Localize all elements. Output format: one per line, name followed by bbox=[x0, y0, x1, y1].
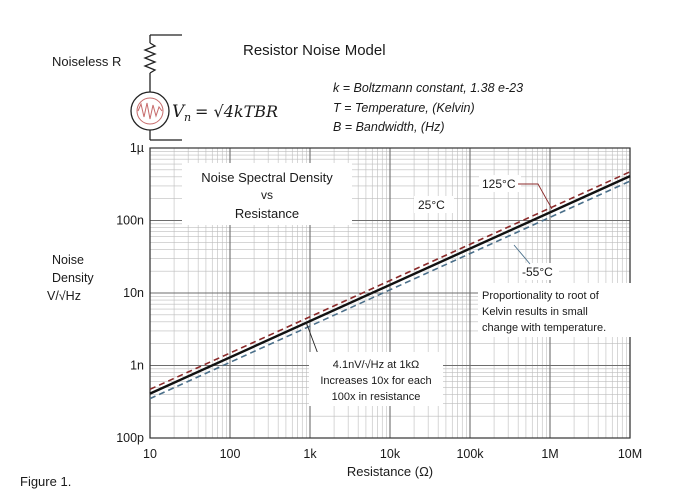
leader-1k bbox=[306, 322, 318, 354]
x-tick-label: 100k bbox=[456, 447, 484, 461]
y-axis-label-line-2: Density bbox=[52, 271, 94, 285]
equation-subscript: n bbox=[184, 111, 191, 124]
resistor-label: Noiseless R bbox=[52, 54, 121, 69]
proportionality-line-2: Kelvin results in small bbox=[482, 306, 588, 318]
x-tick-label: 1k bbox=[303, 447, 317, 461]
callout-1k-line-2: Increases 10x for each bbox=[320, 375, 431, 387]
x-tick-label: 10k bbox=[380, 447, 401, 461]
y-tick-label: 1n bbox=[130, 359, 144, 373]
x-tick-label: 10 bbox=[143, 447, 157, 461]
x-tick-label: 10M bbox=[618, 447, 642, 461]
noise-source-icon bbox=[131, 92, 169, 130]
x-tick-label: 100 bbox=[220, 447, 241, 461]
definition-b: B = Bandwidth, (Hz) bbox=[333, 120, 445, 134]
x-tick-labels: 10 100 1k 10k 100k 1M 10M bbox=[143, 447, 642, 461]
y-axis-label-line-3: V/√Hz bbox=[47, 289, 81, 303]
noise-density-chart: 10 100 1k 10k 100k 1M 10M 100p 1n 10n 100n 1µ Nois… bbox=[47, 141, 642, 479]
chart-title-line-2: vs bbox=[261, 188, 273, 202]
leader-125c bbox=[518, 184, 552, 209]
callout-1k-line-3: 100x in resistance bbox=[332, 391, 421, 403]
x-tick-label: 1M bbox=[541, 447, 558, 461]
proportionality-line-3: change with temperature. bbox=[482, 322, 606, 334]
callout-1k-line-1: 4.1nV/√Hz at 1kΩ bbox=[333, 359, 419, 371]
series-label-25c: 25°C bbox=[418, 198, 445, 212]
series-label-125c: 125°C bbox=[482, 177, 516, 191]
proportionality-line-1: Proportionality to root of bbox=[482, 290, 600, 302]
y-tick-label: 100p bbox=[116, 431, 144, 445]
equation-rhs: = √4kTBR bbox=[195, 102, 278, 121]
definition-k: k = Boltzmann constant, 1.38 e-23 bbox=[333, 81, 523, 95]
chart-title-line-3: Resistance bbox=[235, 206, 299, 221]
model-title: Resistor Noise Model bbox=[243, 42, 386, 59]
y-tick-labels: 100p 1n 10n 100n 1µ bbox=[116, 141, 144, 445]
constant-definitions: k = Boltzmann constant, 1.38 e-23 T = Te… bbox=[333, 81, 523, 134]
series-label-minus55c: -55°C bbox=[522, 265, 553, 279]
figure-label: Figure 1. bbox=[20, 474, 71, 489]
y-tick-label: 100n bbox=[116, 214, 144, 228]
y-tick-label: 10n bbox=[123, 286, 144, 300]
chart-title-line-1: Noise Spectral Density bbox=[201, 170, 333, 185]
noise-equation: V n = √4kTBR bbox=[172, 102, 278, 124]
leader-minus55c bbox=[514, 245, 530, 264]
x-axis-label: Resistance (Ω) bbox=[347, 464, 433, 479]
y-axis-label-line-1: Noise bbox=[52, 253, 84, 267]
y-tick-label: 1µ bbox=[130, 141, 144, 155]
definition-t: T = Temperature, (Kelvin) bbox=[333, 101, 475, 115]
